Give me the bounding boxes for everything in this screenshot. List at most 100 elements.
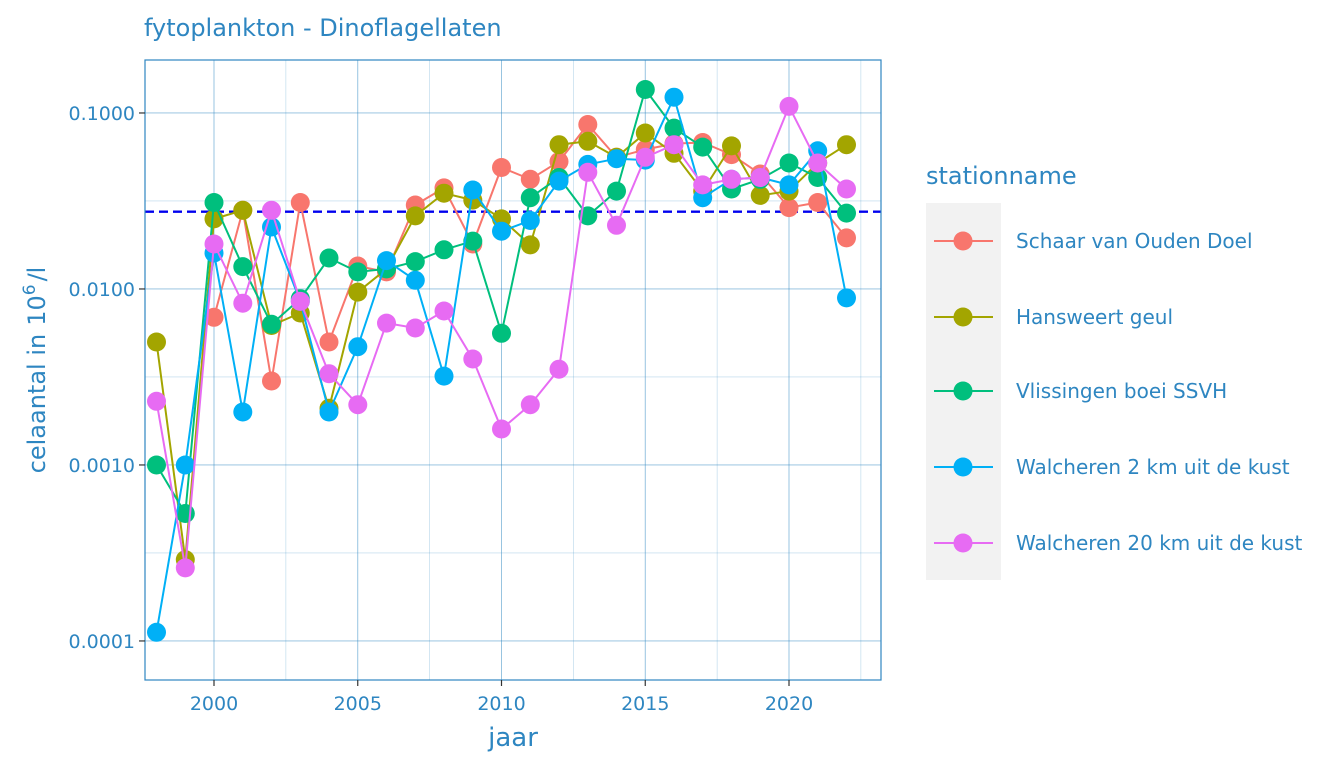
data-point	[693, 175, 713, 195]
data-point	[463, 231, 483, 251]
data-point	[492, 158, 511, 177]
data-point	[434, 366, 454, 386]
legend-label: Vlissingen boei SSVH	[1016, 379, 1227, 403]
plot-panel	[144, 59, 882, 681]
series-layer	[147, 80, 856, 642]
data-point	[319, 364, 339, 384]
panel-background	[145, 60, 881, 680]
data-point	[578, 131, 598, 151]
y-tick-label: 0.0100	[69, 279, 135, 301]
data-point	[175, 455, 195, 475]
legend-key-point	[953, 457, 973, 477]
data-point	[808, 153, 828, 173]
data-point	[549, 171, 569, 191]
legend-label: Walcheren 2 km uit de kust	[1016, 455, 1290, 479]
data-point	[175, 558, 195, 578]
data-point	[348, 262, 368, 282]
data-point	[607, 181, 626, 201]
data-point	[779, 198, 799, 218]
legend-item: Vlissingen boei SSVH	[934, 379, 1227, 403]
data-point	[837, 228, 856, 248]
data-point	[377, 313, 396, 333]
x-tick-label: 2020	[765, 693, 813, 715]
y-axis-title-unit: /l	[23, 267, 51, 282]
data-point	[233, 402, 253, 422]
data-point	[520, 211, 540, 230]
data-point	[492, 323, 511, 343]
data-point	[434, 183, 454, 203]
data-point	[779, 175, 799, 195]
data-point	[549, 135, 569, 155]
panel-border	[144, 59, 882, 681]
x-tick-label: 2010	[477, 693, 525, 715]
data-point	[463, 180, 483, 200]
data-point	[607, 149, 626, 169]
legend-label: Schaar van Ouden Doel	[1016, 229, 1253, 253]
legend: stationname Schaar van Ouden Doel Hanswee…	[926, 162, 1302, 580]
data-point	[635, 147, 655, 167]
data-point	[779, 96, 799, 116]
data-point	[434, 240, 454, 260]
y-tick-label: 0.0001	[69, 631, 135, 653]
data-point	[520, 169, 540, 189]
legend-key-point	[953, 231, 973, 251]
data-point	[520, 235, 540, 255]
y-axis-title-base: 10	[23, 295, 51, 326]
data-point	[147, 391, 166, 411]
data-point	[520, 188, 540, 208]
data-point	[348, 337, 368, 357]
data-point	[348, 282, 368, 302]
y-axis-title-exp: 6	[20, 284, 40, 295]
x-tick-label: 2000	[190, 693, 238, 715]
x-axis-title: jaar	[487, 723, 538, 753]
data-point	[463, 349, 483, 369]
data-point	[664, 87, 684, 107]
legend-key-point	[953, 307, 973, 327]
data-point	[722, 169, 741, 189]
y-axis-title-main: celaantal in	[23, 334, 51, 474]
data-point	[319, 248, 339, 268]
y-tick-label: 0.0010	[69, 455, 135, 477]
data-point	[319, 332, 339, 352]
data-point	[147, 622, 166, 642]
data-point	[405, 252, 425, 272]
legend-items: Schaar van Ouden Doel Hansweert geul Vliss…	[934, 229, 1302, 555]
data-point	[405, 206, 425, 226]
series-3	[147, 80, 856, 523]
data-point	[549, 359, 569, 379]
data-point	[578, 162, 598, 182]
data-point	[722, 136, 741, 156]
data-point	[750, 168, 770, 187]
data-point	[233, 200, 253, 220]
data-point	[837, 203, 856, 223]
grid-lines	[145, 60, 881, 680]
data-point	[635, 80, 655, 99]
data-point	[434, 301, 454, 321]
data-point	[664, 118, 684, 138]
legend-label: Hansweert geul	[1016, 305, 1173, 329]
series-5	[147, 96, 856, 578]
data-point	[492, 221, 511, 241]
data-point	[262, 200, 281, 220]
data-point	[147, 332, 166, 352]
data-point	[290, 193, 310, 212]
data-point	[635, 123, 655, 143]
y-tick-label: 0.1000	[69, 103, 135, 125]
data-point	[204, 193, 224, 212]
legend-item: Walcheren 2 km uit de kust	[934, 455, 1290, 479]
data-point	[750, 185, 770, 205]
data-point	[578, 115, 598, 134]
data-point	[607, 215, 626, 235]
legend-item: Schaar van Ouden Doel	[934, 229, 1253, 253]
y-axis: 0.0001 0.0010 0.0100 0.1000	[69, 103, 145, 653]
data-point	[262, 371, 281, 391]
legend-item: Walcheren 20 km uit de kust	[934, 531, 1302, 555]
data-point	[233, 257, 253, 277]
x-tick-label: 2005	[334, 693, 382, 715]
data-point	[377, 251, 396, 271]
legend-key-point	[953, 381, 973, 401]
data-point	[664, 135, 684, 155]
data-point	[405, 270, 425, 290]
data-point	[319, 402, 339, 422]
